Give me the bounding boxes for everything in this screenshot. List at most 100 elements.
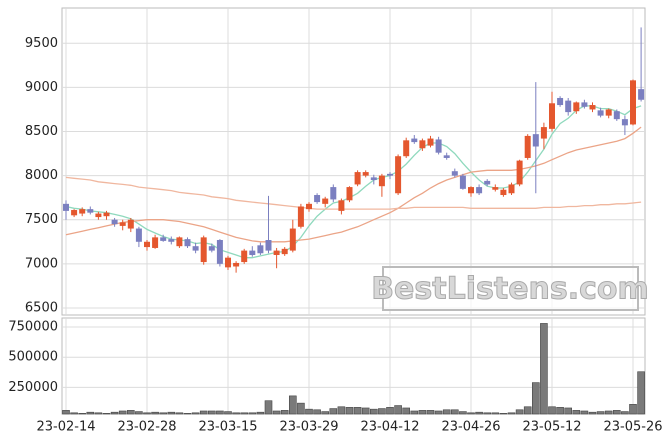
candle-body bbox=[354, 172, 361, 185]
volume-bar bbox=[434, 410, 443, 415]
volume-bar bbox=[531, 382, 540, 415]
candle-body bbox=[184, 239, 191, 247]
volume-bar bbox=[78, 413, 86, 415]
candle-body bbox=[192, 246, 199, 251]
candle-body bbox=[387, 173, 393, 176]
candle-body bbox=[289, 228, 296, 251]
candle-body bbox=[200, 237, 207, 263]
volume-bar bbox=[361, 407, 370, 415]
candle-body bbox=[443, 155, 450, 158]
candle-body bbox=[233, 262, 240, 267]
volume-bar bbox=[216, 410, 224, 415]
y-tick-label: 8000 bbox=[25, 168, 58, 183]
volume-bar bbox=[329, 408, 338, 415]
volume-bar bbox=[394, 405, 402, 415]
volume-bar bbox=[475, 411, 483, 415]
candle-body bbox=[476, 187, 483, 194]
volume-bar bbox=[612, 410, 621, 415]
volume-bar bbox=[232, 412, 240, 415]
volume-bar bbox=[337, 406, 346, 415]
volume-bar bbox=[248, 412, 257, 415]
volume-bar bbox=[629, 404, 637, 415]
candle-body bbox=[208, 246, 215, 251]
candle-body bbox=[144, 241, 150, 248]
candle-body bbox=[638, 89, 645, 100]
volume-bar bbox=[580, 410, 589, 415]
moving-average-line bbox=[65, 126, 642, 243]
y-tick-label: 7000 bbox=[25, 256, 58, 271]
candle-body bbox=[152, 237, 159, 248]
volume-bar bbox=[378, 408, 386, 415]
candle-body bbox=[621, 119, 628, 126]
volume-bar bbox=[459, 411, 467, 415]
volume-bar bbox=[450, 409, 459, 415]
volume-bar bbox=[621, 411, 629, 415]
volume-bar bbox=[102, 413, 111, 415]
volume-bar bbox=[305, 408, 313, 415]
x-tick-label: 23-03-29 bbox=[279, 420, 338, 435]
y-tick-label: 8500 bbox=[25, 124, 58, 139]
candle-body bbox=[241, 250, 248, 263]
volume-frame bbox=[61, 317, 646, 415]
volume-bar bbox=[588, 411, 597, 415]
volume-bar bbox=[240, 412, 248, 415]
candle-body bbox=[395, 156, 402, 194]
candle-body bbox=[111, 219, 118, 225]
candle-body bbox=[306, 203, 312, 210]
x-tick-label: 23-04-12 bbox=[360, 420, 419, 435]
candle-body bbox=[314, 195, 321, 203]
candle-body bbox=[281, 248, 288, 255]
x-tick-label: 23-05-12 bbox=[522, 420, 581, 435]
candle-body bbox=[265, 240, 272, 251]
y-tick-label: 6500 bbox=[25, 300, 58, 315]
volume-bar bbox=[199, 410, 208, 415]
candle-body bbox=[605, 109, 612, 116]
candle-body bbox=[597, 110, 604, 116]
candle-body bbox=[532, 134, 539, 147]
volume-bar bbox=[62, 410, 70, 415]
candle-body bbox=[168, 239, 175, 242]
candle-body bbox=[176, 237, 183, 247]
candle-body bbox=[549, 103, 555, 129]
candle-body bbox=[589, 105, 596, 110]
volume-bar bbox=[70, 412, 78, 415]
volume-bar bbox=[467, 412, 475, 415]
y-tick-label: 9500 bbox=[25, 36, 58, 51]
volume-bar bbox=[596, 411, 605, 415]
price-frame bbox=[61, 7, 646, 316]
volume-bar bbox=[507, 412, 516, 415]
candle-body bbox=[524, 135, 531, 158]
volume-bar bbox=[564, 407, 573, 415]
volume-bar bbox=[135, 411, 143, 415]
volume-bar bbox=[637, 371, 645, 415]
candle-body bbox=[249, 250, 256, 256]
volume-bar bbox=[159, 412, 167, 415]
y-tick-label: 500000 bbox=[8, 350, 58, 365]
candle-body bbox=[370, 177, 377, 181]
volume-bar bbox=[110, 411, 119, 415]
volume-bar bbox=[540, 323, 548, 415]
volume-bar bbox=[572, 410, 581, 415]
candle-body bbox=[103, 212, 110, 217]
candle-body bbox=[322, 198, 329, 204]
candle-body bbox=[71, 210, 78, 216]
volume-bar bbox=[143, 412, 151, 415]
volume-bar bbox=[183, 413, 192, 415]
candle-body bbox=[427, 138, 434, 146]
volume-bar bbox=[410, 410, 419, 415]
volume-bar bbox=[321, 411, 330, 415]
candle-body bbox=[459, 175, 466, 189]
x-tick-label: 23-03-15 bbox=[198, 420, 257, 435]
volume-bar bbox=[151, 411, 159, 415]
candle-body bbox=[540, 127, 547, 139]
candle-body bbox=[573, 102, 580, 112]
y-tick-label: 750000 bbox=[8, 320, 58, 335]
candle-body bbox=[338, 200, 345, 211]
candle-body bbox=[346, 187, 353, 201]
volume-bar bbox=[94, 412, 103, 415]
candle-body bbox=[127, 219, 134, 229]
candle-body bbox=[87, 209, 94, 213]
volume-bar bbox=[556, 407, 564, 415]
candle-body bbox=[273, 250, 280, 256]
